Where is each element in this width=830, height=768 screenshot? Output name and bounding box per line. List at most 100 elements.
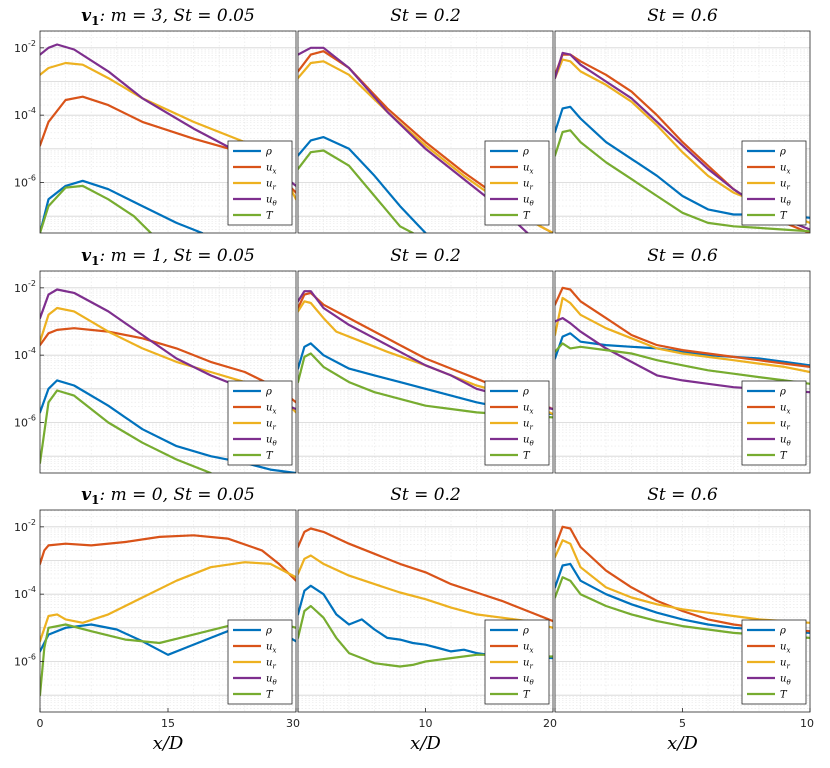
legend: ρ ux ur uθ T bbox=[741, 619, 807, 705]
legend-label-utheta: uθ bbox=[780, 195, 791, 208]
y-tick-label: 10-4 bbox=[14, 585, 36, 601]
legend-label-rho: ρ bbox=[265, 626, 272, 637]
legend-label-ur: ur bbox=[523, 419, 533, 432]
legend-label-T: T bbox=[523, 211, 531, 222]
legend-label-T: T bbox=[780, 451, 788, 462]
y-tick-label: 10-2 bbox=[14, 39, 36, 55]
axes-frame bbox=[39, 30, 297, 234]
grid bbox=[298, 510, 553, 712]
legend: ρ ux ur uθ T bbox=[741, 380, 807, 466]
series-line-T bbox=[298, 604, 553, 668]
series-line-T bbox=[40, 389, 212, 473]
grid bbox=[555, 271, 810, 473]
legend-label-ux: ux bbox=[523, 163, 533, 176]
legend-label-rho: ρ bbox=[522, 387, 529, 398]
panel-0-2: St = 0.6 ρ ux ur uθ T bbox=[554, 6, 811, 234]
x-axis-label: x/D bbox=[410, 733, 441, 754]
legend-label-T: T bbox=[780, 690, 788, 701]
legend-label-ux: ux bbox=[266, 403, 276, 416]
legend-label-T: T bbox=[780, 211, 788, 222]
series-line-rho bbox=[298, 136, 427, 233]
legend-label-rho: ρ bbox=[779, 147, 786, 158]
legend-label-rho: ρ bbox=[779, 626, 786, 637]
y-tick-label: 10-2 bbox=[14, 279, 36, 295]
legend-label-ur: ur bbox=[523, 658, 533, 671]
panel-1-0: 10-2 10-4 10-6 v1: m = 1, St = 0.05 ρ ux ur uθ T bbox=[14, 246, 297, 474]
legend: ρ ux ur uθ T bbox=[484, 380, 550, 466]
legend: ρ ux ur uθ T bbox=[227, 380, 293, 466]
grid bbox=[40, 31, 296, 233]
x-tick-label: 20 bbox=[543, 717, 557, 730]
legend-label-T: T bbox=[266, 211, 274, 222]
series-line-ux bbox=[40, 327, 296, 404]
legend-label-rho: ρ bbox=[779, 387, 786, 398]
panel-1-2: St = 0.6 ρ ux ur uθ T bbox=[554, 246, 811, 474]
legend-label-ur: ur bbox=[780, 658, 790, 671]
axes-frame bbox=[554, 270, 811, 474]
panel-title: v1: m = 0, St = 0.05 bbox=[81, 485, 255, 507]
series-line-ur bbox=[555, 296, 810, 374]
legend-label-ur: ur bbox=[523, 179, 533, 192]
x-tick-label: 0 bbox=[37, 717, 44, 730]
legend-label-utheta: uθ bbox=[266, 195, 277, 208]
panel-0-1: St = 0.2 ρ ux ur uθ T bbox=[297, 6, 554, 234]
legend-label-ur: ur bbox=[780, 419, 790, 432]
legend-label-T: T bbox=[266, 451, 274, 462]
panel-title: St = 0.6 bbox=[647, 246, 718, 266]
series-line-ux bbox=[555, 286, 810, 368]
series-line-T bbox=[555, 129, 810, 233]
panel-2-0: 10-2 10-4 10-6 0 15 30 x/D v1: m = 0, St = 0.05… bbox=[14, 485, 300, 754]
legend: ρ ux ur uθ T bbox=[484, 619, 550, 705]
series-line-ux bbox=[298, 527, 553, 623]
legend-label-T: T bbox=[523, 690, 531, 701]
x-axis-label: x/D bbox=[153, 733, 184, 754]
y-tick-label: 10-6 bbox=[14, 414, 36, 430]
panel-title: v1: m = 3, St = 0.05 bbox=[81, 6, 255, 28]
legend-label-utheta: uθ bbox=[780, 674, 791, 687]
legend-label-ux: ux bbox=[780, 163, 790, 176]
legend-label-ur: ur bbox=[266, 658, 276, 671]
x-tick-label: 10 bbox=[419, 717, 433, 730]
series-line-T bbox=[555, 342, 810, 385]
panel-0-0: 10-2 10-4 10-6 v1: m = 3, St = 0.05 ρ ux ur uθ T bbox=[14, 6, 297, 234]
legend: ρ ux ur uθ T bbox=[227, 619, 293, 705]
legend-label-ur: ur bbox=[266, 419, 276, 432]
panel-2-1: 10 20 x/D St = 0.2 ρ ux ur uθ T bbox=[297, 485, 557, 754]
x-tick-label: 15 bbox=[161, 717, 175, 730]
axes-frame bbox=[39, 270, 297, 474]
legend-label-ur: ur bbox=[266, 179, 276, 192]
grid bbox=[298, 31, 553, 233]
legend-label-ux: ux bbox=[266, 642, 276, 655]
axes-frame bbox=[554, 30, 811, 234]
series-line-rho bbox=[40, 179, 204, 233]
series-line-ux bbox=[40, 534, 296, 582]
y-tick-label: 10-2 bbox=[14, 518, 36, 534]
panel-title: St = 0.2 bbox=[390, 6, 461, 26]
legend-label-ux: ux bbox=[523, 642, 533, 655]
panel-title: St = 0.6 bbox=[647, 6, 718, 26]
series-line-ur bbox=[555, 539, 810, 624]
panel-1-1: St = 0.2 ρ ux ur uθ T bbox=[297, 246, 554, 474]
panel-title: St = 0.6 bbox=[647, 485, 718, 505]
y-tick-label: 10-4 bbox=[14, 346, 36, 362]
legend-label-ux: ux bbox=[266, 163, 276, 176]
legend-label-T: T bbox=[523, 451, 531, 462]
legend: ρ ux ur uθ T bbox=[484, 140, 550, 226]
legend: ρ ux ur uθ T bbox=[227, 140, 293, 226]
legend-label-utheta: uθ bbox=[523, 435, 534, 448]
legend-label-utheta: uθ bbox=[266, 435, 277, 448]
legend-label-ur: ur bbox=[780, 179, 790, 192]
panel-title: St = 0.2 bbox=[390, 246, 461, 266]
y-tick-label: 10-6 bbox=[14, 653, 36, 669]
legend-label-utheta: uθ bbox=[523, 674, 534, 687]
legend-label-rho: ρ bbox=[265, 387, 272, 398]
y-tick-label: 10-4 bbox=[14, 106, 36, 122]
x-axis-label: x/D bbox=[667, 733, 698, 754]
panel-title: v1: m = 1, St = 0.05 bbox=[81, 246, 255, 268]
x-tick-label: 5 bbox=[679, 717, 686, 730]
legend-label-utheta: uθ bbox=[780, 435, 791, 448]
legend-label-ux: ux bbox=[780, 403, 790, 416]
x-tick-label: 30 bbox=[286, 717, 300, 730]
legend-label-utheta: uθ bbox=[266, 674, 277, 687]
panel-title: St = 0.2 bbox=[390, 485, 461, 505]
